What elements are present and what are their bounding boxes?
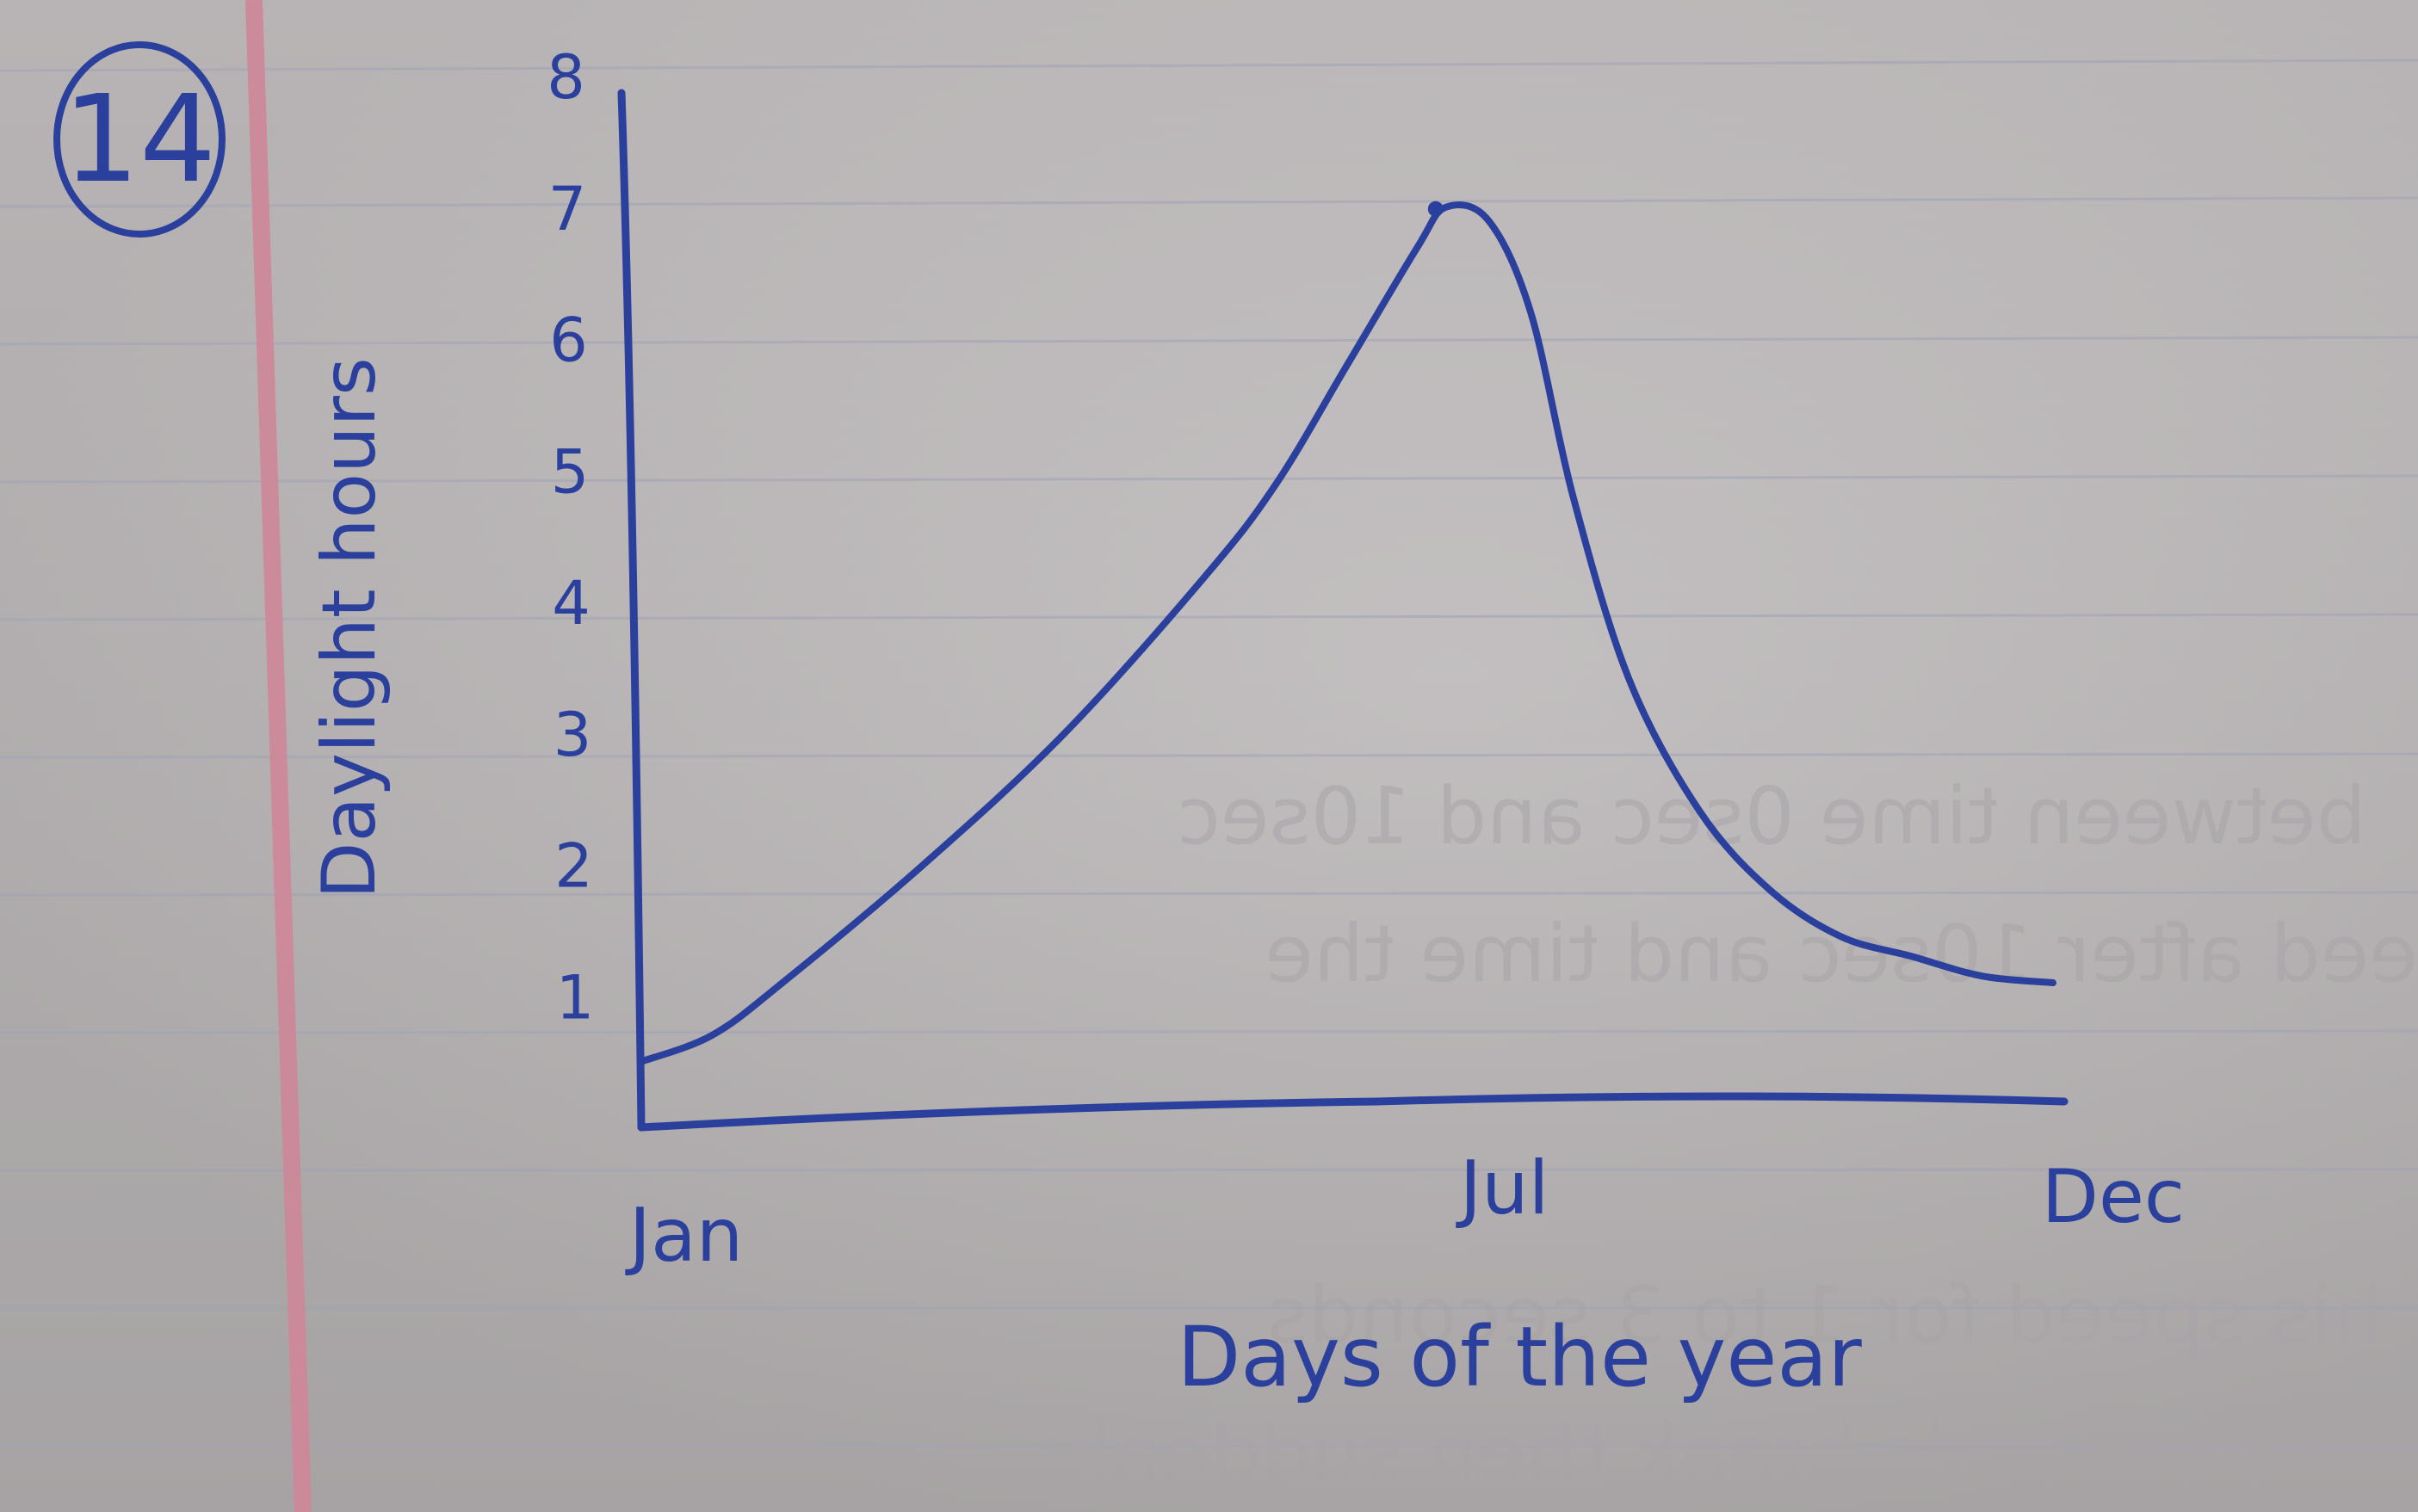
y-tick-label: 4 [552, 568, 591, 639]
y-tick-label: 5 [551, 436, 590, 507]
x-tick-labels: Jan Jul Dec [625, 1145, 2186, 1279]
ruled-line [0, 613, 2418, 621]
series-points [1427, 201, 1444, 217]
series-line [638, 201, 2056, 1065]
y-tick-label: 3 [553, 700, 592, 770]
x-axis [637, 1092, 2069, 1132]
problem-number: 14 [63, 70, 216, 210]
peak-point [1427, 201, 1444, 217]
ruled-line [0, 474, 2418, 484]
y-tick-label: 6 [549, 305, 588, 376]
bleed-through-line: his speed for 1 to 3 seconds [1267, 1269, 2384, 1361]
y-tick-label: 1 [556, 962, 595, 1033]
ruled-line [0, 1168, 2418, 1172]
y-axis-label: Daylight hours [306, 357, 393, 899]
y-tick-label: 7 [548, 174, 587, 244]
bleed-through-line: between time 0sec and 10sec [1177, 770, 2366, 862]
bleed-through-line: 13 seconds break then suddenly [1042, 1407, 2332, 1499]
y-tick-label: 2 [554, 831, 593, 902]
ruled-line [0, 59, 2418, 72]
x-tick-label: Dec [2042, 1154, 2185, 1240]
y-tick-label: 8 [547, 42, 585, 113]
ruled-line [0, 336, 2418, 346]
ruled-line [0, 1444, 2418, 1448]
margin-line [245, 0, 312, 1512]
ruled-line [0, 752, 2418, 759]
y-axis [617, 89, 646, 1132]
problem-number-badge: 14 [53, 41, 226, 238]
ruled-line [0, 196, 2418, 208]
x-tick-label: Jan [625, 1193, 744, 1279]
ruled-line [0, 891, 2418, 897]
y-tick-labels: 1 2 3 4 5 6 7 8 [547, 42, 594, 1033]
bleed-through-line: eed after 10sec and time the [1265, 908, 2418, 1000]
ruled-line [0, 1029, 2418, 1034]
x-axis-label: Days of the year [1177, 1309, 1862, 1405]
x-tick-label: Jul [1456, 1145, 1549, 1231]
bleed-through: between time 0sec and 10sec eed after 10… [1042, 770, 2418, 1499]
problem-number-circle [53, 41, 226, 238]
ruled-lines [0, 59, 2418, 1448]
